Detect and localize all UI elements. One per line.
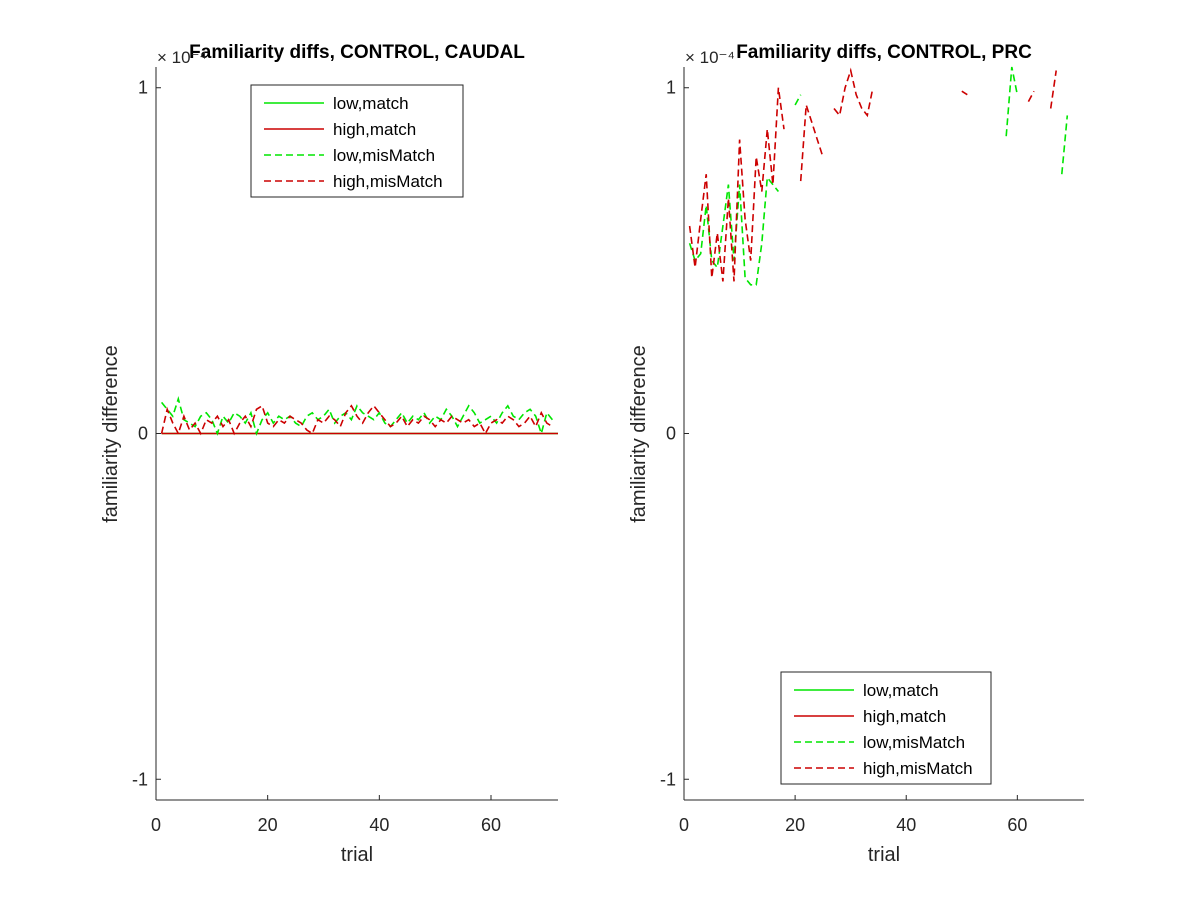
legend: low,match high,match low,misMatch high,misM… — [250, 84, 464, 198]
legend-entry-label: low,misMatch — [863, 733, 965, 752]
y-tick-label: 1 — [666, 78, 676, 98]
subplot-caudal: Familiarity diffs, CONTROL, CAUDAL × 10⁻… — [100, 42, 558, 866]
y-tick-label: -1 — [132, 769, 148, 789]
series-line-high-mismatch — [160, 404, 553, 436]
x-tick-label: 40 — [369, 815, 389, 835]
legend-entry-label: high,match — [333, 120, 416, 139]
x-tick-label: 0 — [679, 815, 689, 835]
y-tick-label: 1 — [138, 78, 148, 98]
y-axis-label: familiarity difference — [628, 345, 650, 522]
legend-entry-label: low,match — [333, 94, 409, 113]
x-tick-label: 20 — [258, 815, 278, 835]
x-tick-label: 20 — [785, 815, 805, 835]
x-axis-label: trial — [341, 844, 373, 866]
legend: low,match high,match low,misMatch high,misM… — [780, 671, 992, 785]
y-exponent-label: × 10⁻⁴ — [685, 48, 735, 67]
y-tick-label: -1 — [660, 769, 676, 789]
chart-title: Familiarity diffs, CONTROL, CAUDAL — [189, 42, 525, 63]
y-axis-label: familiarity difference — [100, 345, 122, 522]
x-tick-label: 0 — [151, 815, 161, 835]
y-tick-label: 0 — [138, 424, 148, 444]
series-line-high-mismatch — [688, 67, 1057, 282]
y-exponent-label: × 10⁻⁴ — [157, 48, 207, 67]
x-tick-label: 60 — [1007, 815, 1027, 835]
chart-title: Familiarity diffs, CONTROL, PRC — [736, 42, 1032, 63]
legend-entry-label: low,match — [863, 681, 939, 700]
legend-entry-label: high,misMatch — [863, 759, 973, 778]
legend-entry-label: low,misMatch — [333, 146, 435, 165]
legend-entry-label: high,misMatch — [333, 172, 443, 191]
x-tick-label: 60 — [481, 815, 501, 835]
series-line-low-mismatch — [688, 66, 1069, 286]
legend-entry-label: high,match — [863, 707, 946, 726]
x-axis-label: trial — [868, 844, 900, 866]
x-tick-label: 40 — [896, 815, 916, 835]
subplot-prc: Familiarity diffs, CONTROL, PRC × 10⁻⁴ 0… — [628, 42, 1084, 866]
y-tick-label: 0 — [666, 424, 676, 444]
